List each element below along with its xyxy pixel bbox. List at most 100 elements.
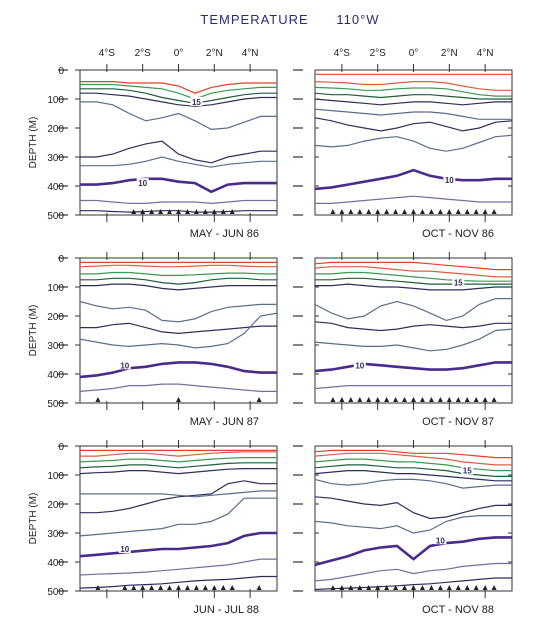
depth-tick-label: 300	[47, 153, 64, 164]
depth-tick-label: 300	[47, 529, 64, 540]
station-marker	[202, 209, 208, 214]
station-marker	[95, 585, 101, 590]
isotherm-line	[314, 470, 512, 482]
station-marker	[193, 585, 199, 590]
depth-tick-label: 300	[47, 341, 64, 352]
isotherm-line	[80, 177, 277, 194]
lat-tick-label: 2°S	[135, 48, 152, 59]
station-marker	[348, 209, 354, 214]
depth-tick-label: 100	[47, 471, 64, 482]
contour-label: 15	[454, 279, 463, 288]
isotherm-line	[314, 117, 513, 132]
depth-tick-label: 0	[58, 442, 64, 453]
station-marker	[330, 209, 336, 214]
isotherm-line	[314, 562, 512, 582]
isotherm-line	[79, 312, 278, 349]
isotherm-line	[79, 531, 277, 558]
station-marker	[411, 209, 416, 214]
station-marker	[455, 397, 461, 402]
isotherm-line	[80, 322, 277, 335]
station-marker	[428, 585, 434, 590]
period-label: JUN - JUL 88	[193, 604, 259, 616]
isotherm-line	[80, 92, 277, 107]
isotherm-line	[314, 261, 512, 271]
contour-label-bg	[136, 178, 149, 188]
isotherm-line	[80, 277, 277, 285]
depth-tick-label: 200	[47, 312, 64, 323]
station-marker	[149, 209, 155, 214]
isotherm-line	[314, 266, 512, 278]
station-marker	[393, 585, 399, 590]
station-marker	[384, 397, 390, 402]
lat-tick-label: 0°	[409, 48, 419, 59]
isotherm-line	[80, 199, 277, 205]
isotherm-line	[80, 271, 277, 276]
station-marker	[140, 209, 146, 214]
station-marker	[131, 209, 137, 214]
isotherm-line	[79, 497, 277, 537]
contour-label: 10	[445, 176, 454, 185]
depth-tick-label: 400	[47, 370, 64, 381]
station-marker	[419, 209, 425, 214]
depth-tick-label: 100	[47, 95, 64, 106]
isotherm-line	[315, 277, 512, 285]
isotherm-line	[80, 140, 277, 164]
station-marker	[220, 585, 226, 590]
station-marker	[473, 209, 479, 214]
contour-label-bg	[434, 535, 447, 545]
isotherm-line	[80, 490, 277, 498]
figure-title: TEMPERATURE 110°W	[200, 12, 379, 27]
station-marker	[366, 209, 372, 214]
station-marker	[330, 397, 336, 402]
station-marker	[384, 585, 390, 590]
depth-tick-label: 0	[58, 254, 64, 265]
isotherm-line	[80, 83, 277, 100]
isotherm-line	[80, 101, 277, 131]
panel-frame	[79, 69, 278, 216]
station-marker	[229, 209, 235, 214]
station-marker	[384, 209, 390, 214]
station-marker	[464, 397, 470, 402]
station-marker	[402, 585, 408, 590]
station-marker	[482, 585, 488, 590]
station-marker	[167, 585, 173, 590]
isotherm-line	[314, 452, 512, 466]
station-marker	[176, 209, 181, 214]
contour-label-bg	[118, 543, 131, 553]
station-marker	[256, 585, 262, 590]
station-marker	[375, 209, 381, 214]
contour-label-bg	[118, 360, 131, 370]
isotherm-line	[314, 134, 513, 152]
isotherm-line	[80, 88, 277, 104]
isotherm-line	[314, 361, 512, 373]
period-label: OCT - NOV 86	[422, 228, 494, 240]
depth-tick-label: 200	[47, 500, 64, 511]
isotherm-line	[79, 558, 277, 576]
station-marker	[330, 585, 336, 590]
station-marker	[437, 585, 443, 590]
station-marker	[419, 397, 425, 402]
station-marker	[158, 209, 164, 214]
station-marker	[348, 397, 354, 402]
lat-tick-label: 4°S	[99, 48, 116, 59]
contour-label-bg	[353, 360, 366, 370]
lat-tick-label: 4°N	[242, 48, 259, 59]
station-marker	[446, 397, 452, 402]
isotherm-line	[314, 478, 512, 489]
station-marker	[428, 209, 434, 214]
panel-3: 15 10 OCT - NOV 87	[293, 252, 513, 428]
station-marker	[482, 209, 488, 214]
depth-tick-label: 500	[47, 211, 64, 222]
station-marker	[211, 585, 217, 590]
isotherm-line	[314, 577, 512, 591]
depth-tick-label: 0	[58, 66, 64, 77]
period-label: MAY - JUN 86	[190, 228, 259, 240]
lat-tick-label: 2°N	[206, 48, 223, 59]
station-marker	[211, 209, 217, 214]
period-label: OCT - NOV 87	[422, 416, 494, 428]
station-marker	[446, 585, 452, 590]
isotherm-line	[79, 383, 277, 392]
station-marker	[366, 397, 372, 402]
